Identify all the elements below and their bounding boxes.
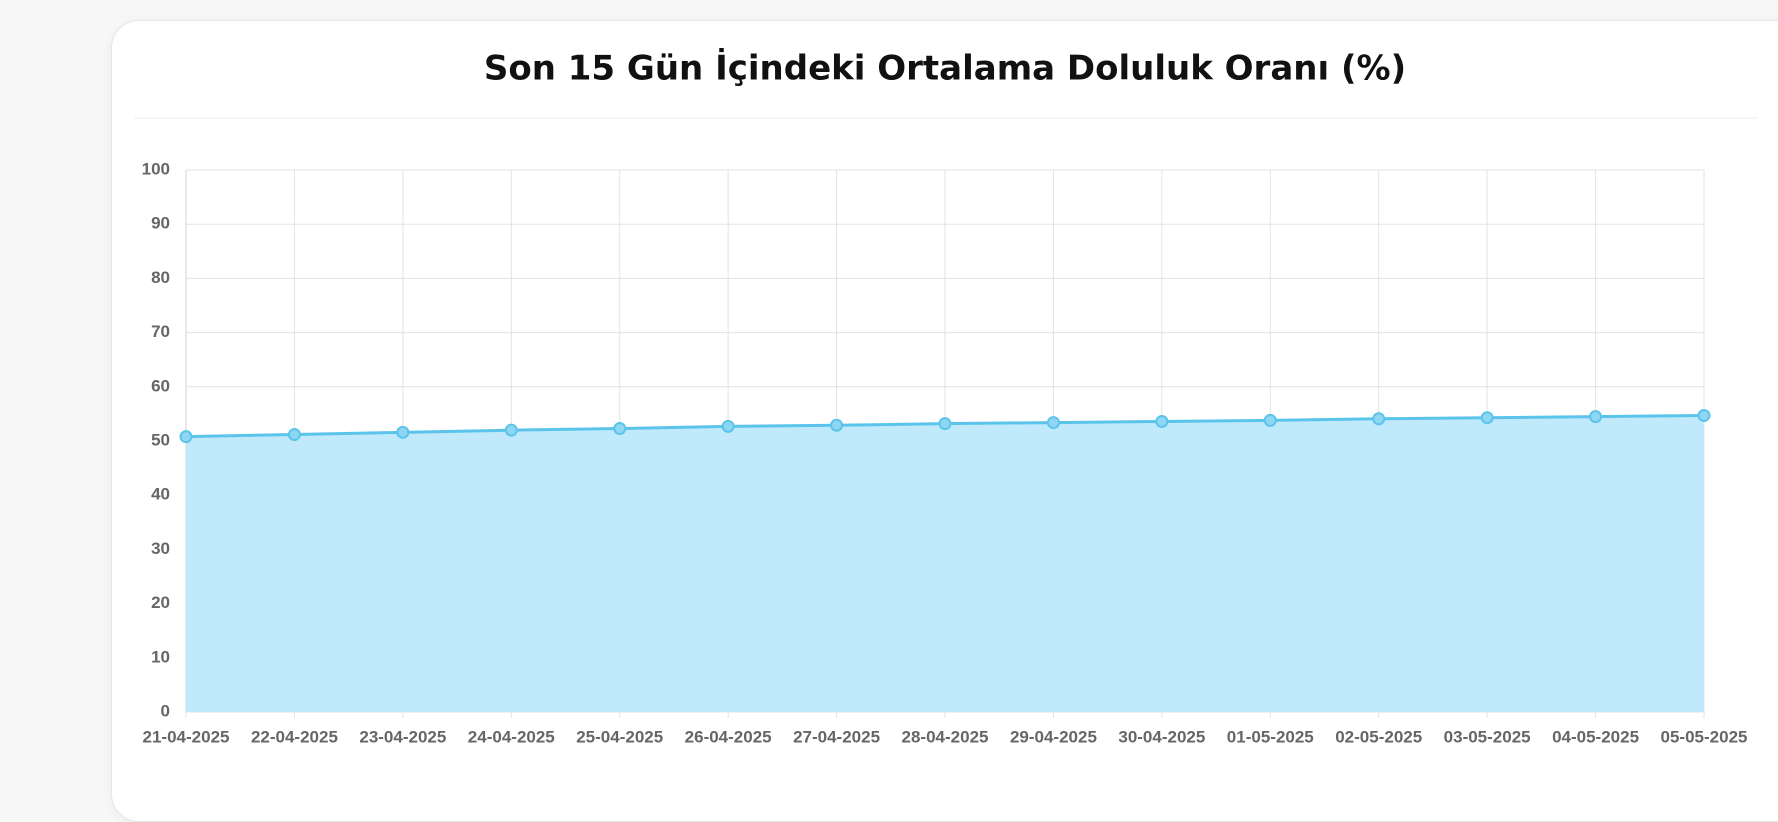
x-tick-label: 01-05-2025 — [1227, 727, 1314, 746]
point — [1046, 416, 1060, 430]
point — [1263, 413, 1277, 427]
x-tick-label: 22-04-2025 — [251, 727, 338, 746]
point — [1372, 412, 1386, 426]
x-tick-label: 27-04-2025 — [793, 727, 880, 746]
x-tick-label: 28-04-2025 — [902, 727, 989, 746]
x-tick-label: 05-05-2025 — [1661, 727, 1748, 746]
point — [1697, 409, 1711, 423]
point — [721, 419, 735, 433]
x-tick-label: 30-04-2025 — [1118, 727, 1205, 746]
y-tick-label: 40 — [151, 485, 170, 504]
point — [396, 425, 410, 439]
point — [179, 430, 193, 444]
y-tick-label: 0 — [161, 701, 170, 720]
y-tick-label: 100 — [142, 159, 170, 178]
y-tick-label: 20 — [151, 593, 170, 612]
y-tick-label: 90 — [151, 214, 170, 233]
point — [1589, 410, 1603, 424]
point — [613, 422, 627, 436]
x-tick-label: 04-05-2025 — [1552, 727, 1639, 746]
point — [504, 423, 518, 437]
y-tick-label: 10 — [151, 647, 170, 666]
page: {"chart_data": {"type": "area", "title":… — [111, 20, 1778, 822]
x-tick-label: 23-04-2025 — [359, 727, 446, 746]
y-tick-label: 80 — [151, 268, 170, 287]
y-tick-label: 70 — [151, 322, 170, 341]
point — [287, 427, 301, 441]
chart: Son 15 Gün İçindeki Ortalama Doluluk Ora… — [134, 48, 1758, 746]
point — [938, 417, 952, 431]
x-tick-label: 21-04-2025 — [143, 727, 230, 746]
x-tick-label: 02-05-2025 — [1335, 727, 1422, 746]
y-tick-label: 60 — [151, 376, 170, 395]
x-tick-label: 26-04-2025 — [685, 727, 772, 746]
y-tick-label: 50 — [151, 430, 170, 449]
chart-title: Son 15 Gün İçindeki Ortalama Doluluk Ora… — [484, 48, 1406, 89]
x-tick-label: 29-04-2025 — [1010, 727, 1097, 746]
point — [830, 418, 844, 432]
y-tick-label: 30 — [151, 539, 170, 558]
x-tick-label: 25-04-2025 — [576, 727, 663, 746]
point — [1155, 414, 1169, 428]
x-tick-label: 24-04-2025 — [468, 727, 555, 746]
point — [1480, 411, 1494, 425]
area-fill — [186, 415, 1704, 712]
x-tick-label: 03-05-2025 — [1444, 727, 1531, 746]
